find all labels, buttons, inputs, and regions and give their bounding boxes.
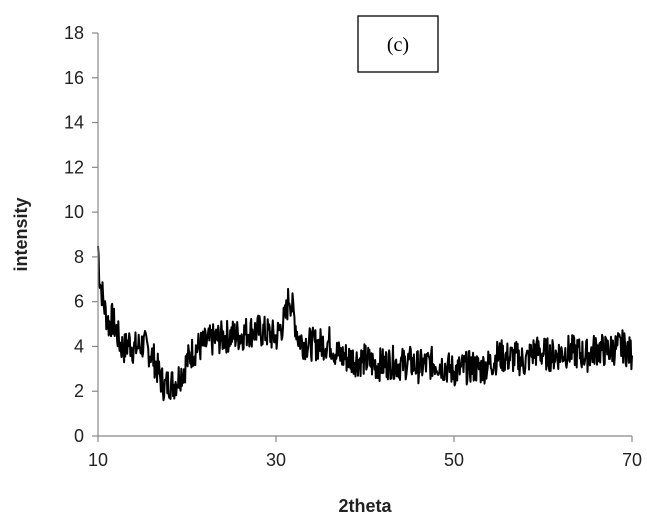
axes: 0 2 4 6 8 10 12 14 16 18 10 30 50 70: [64, 23, 642, 470]
y-tick-label: 16: [64, 68, 84, 88]
y-tick-label: 8: [74, 247, 84, 267]
series-line-0: [97, 245, 633, 402]
x-axis-title: 2theta: [338, 496, 392, 516]
annotation-box: (c): [357, 15, 439, 73]
x-tick-label: 50: [444, 450, 464, 470]
y-tick-label: 6: [74, 292, 84, 312]
y-tick-label: 14: [64, 113, 84, 133]
y-tick-label: 2: [74, 381, 84, 401]
annotation-label: (c): [387, 34, 409, 56]
y-tick-label: 4: [74, 336, 84, 356]
x-tick-label: 10: [88, 450, 108, 470]
x-tick-label: 30: [266, 450, 286, 470]
plot-area: [97, 245, 633, 402]
y-tick-label: 18: [64, 23, 84, 43]
x-tick-label: 70: [622, 450, 642, 470]
y-tick-label: 10: [64, 202, 84, 222]
y-tick-label: 12: [64, 157, 84, 177]
annotation-frame: [357, 15, 439, 73]
y-tick-label: 0: [74, 426, 84, 446]
y-axis-title: intensity: [11, 197, 31, 271]
